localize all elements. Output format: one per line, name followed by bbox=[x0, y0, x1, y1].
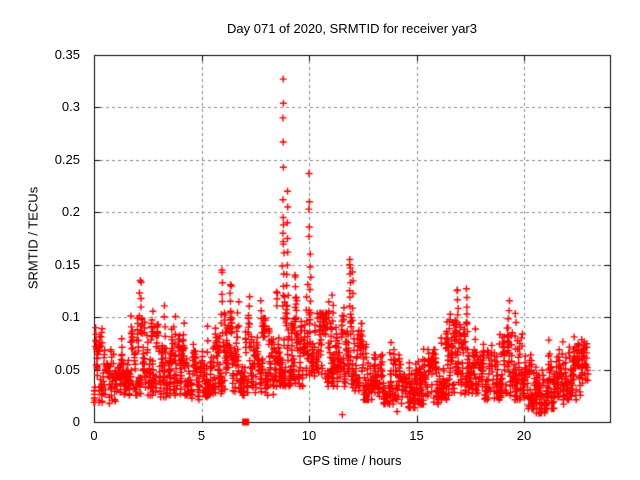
y-axis-label: SRMTID / TECUs bbox=[25, 186, 41, 290]
chart-title: Day 071 of 2020, SRMTID for receiver yar… bbox=[227, 21, 477, 36]
x-axis-label: GPS time / hours bbox=[302, 453, 402, 468]
